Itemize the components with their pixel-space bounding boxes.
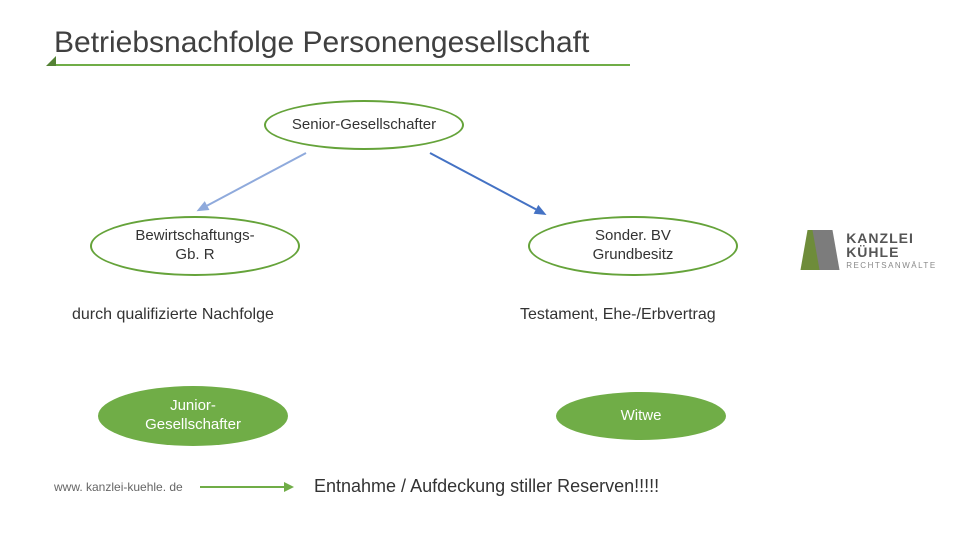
label-right: Testament, Ehe-/Erbvertrag <box>520 306 716 324</box>
label-left: durch qualifizierte Nachfolge <box>72 306 274 324</box>
node-right-bottom-label: Witwe <box>621 407 662 426</box>
footer-warning: Entnahme / Aufdeckung stiller Reserven!!… <box>314 476 659 497</box>
footer-url: www. kanzlei-kuehle. de <box>54 480 183 494</box>
node-right-mid: Sonder. BV Grundbesitz <box>528 216 738 276</box>
node-right-mid-label: Sonder. BV Grundbesitz <box>593 227 674 265</box>
node-senior: Senior-Gesellschafter <box>264 100 464 150</box>
title-accent-triangle <box>46 56 56 66</box>
node-left-bottom: Junior- Gesellschafter <box>98 386 288 446</box>
brand-logo: KANZLEI KÜHLE RECHTSANWÄLTE <box>802 218 960 282</box>
node-left-bottom-label: Junior- Gesellschafter <box>145 397 241 435</box>
node-right-bottom: Witwe <box>556 392 726 440</box>
node-left-mid: Bewirtschaftungs- Gb. R <box>90 216 300 276</box>
node-left-mid-label: Bewirtschaftungs- Gb. R <box>135 227 254 265</box>
brand-logo-text: KANZLEI KÜHLE RECHTSANWÄLTE <box>846 231 960 270</box>
page-title: Betriebsnachfolge Personengesellschaft <box>54 26 589 60</box>
title-underline <box>54 64 630 66</box>
brand-logo-mark <box>802 230 838 270</box>
node-senior-label: Senior-Gesellschafter <box>292 116 436 135</box>
